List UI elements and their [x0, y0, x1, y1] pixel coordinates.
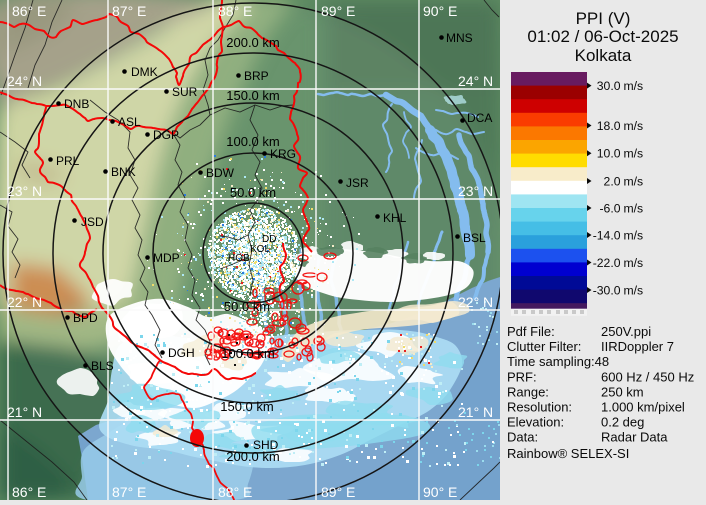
svg-text:600 Hz / 450 Hz: 600 Hz / 450 Hz [601, 369, 694, 384]
svg-text:HOB: HOB [228, 253, 250, 264]
svg-text:MDP: MDP [153, 251, 180, 265]
svg-text:50.0 km: 50.0 km [230, 185, 276, 200]
svg-text:30.0: 30.0 [597, 79, 621, 93]
svg-text:150.0 km: 150.0 km [226, 88, 279, 103]
svg-text:24° N: 24° N [458, 73, 493, 89]
svg-text:DNB: DNB [64, 97, 89, 111]
svg-text:Clutter Filter:: Clutter Filter: [507, 339, 581, 354]
svg-text:23° N: 23° N [458, 183, 493, 199]
svg-text:m/s: m/s [624, 174, 644, 188]
svg-text:KOL: KOL [250, 244, 270, 255]
svg-text:22° N: 22° N [458, 294, 493, 310]
svg-text:200.0 km: 200.0 km [226, 449, 279, 464]
svg-text:Rainbow® SELEX-SI: Rainbow® SELEX-SI [507, 446, 629, 461]
svg-text:DCA: DCA [467, 111, 492, 125]
svg-text:m/s: m/s [624, 201, 644, 215]
svg-text:m/s: m/s [624, 79, 644, 93]
svg-text:24° N: 24° N [7, 73, 42, 89]
svg-text:SHD: SHD [253, 438, 279, 452]
svg-text:88° E: 88° E [218, 484, 252, 500]
svg-text:89° E: 89° E [321, 484, 355, 500]
svg-text:m/s: m/s [624, 147, 644, 161]
svg-text:-6.0: -6.0 [599, 201, 620, 215]
svg-text:BNK: BNK [111, 165, 136, 179]
svg-text:21° N: 21° N [7, 404, 42, 420]
svg-text:IIRDoppler 7: IIRDoppler 7 [601, 339, 674, 354]
svg-text:23° N: 23° N [7, 183, 42, 199]
svg-text:01:02 / 06-Oct-2025: 01:02 / 06-Oct-2025 [527, 27, 678, 46]
svg-text:ASL: ASL [118, 115, 141, 129]
svg-text:PRL: PRL [56, 154, 80, 168]
svg-text:88° E: 88° E [218, 3, 252, 19]
svg-text:PRF:: PRF: [507, 369, 537, 384]
svg-text:2.0: 2.0 [604, 174, 621, 188]
svg-text:JSR: JSR [346, 176, 369, 190]
svg-text:Resolution:: Resolution: [507, 400, 572, 415]
svg-text:DGP: DGP [153, 128, 179, 142]
svg-text:100.0 km: 100.0 km [221, 346, 274, 361]
svg-text:m/s: m/s [624, 228, 644, 242]
svg-text:KHL: KHL [383, 211, 407, 225]
svg-text:-30.0: -30.0 [593, 283, 621, 297]
svg-text:m/s: m/s [624, 256, 644, 270]
svg-text:Data:: Data: [507, 430, 538, 445]
svg-text:86° E: 86° E [12, 3, 46, 19]
svg-text:-14.0: -14.0 [593, 228, 621, 242]
svg-text:DGH: DGH [168, 346, 195, 360]
svg-text:DD: DD [262, 234, 276, 245]
svg-text:150.0 km: 150.0 km [220, 399, 273, 414]
svg-text:250 km: 250 km [601, 384, 644, 399]
svg-text:89° E: 89° E [321, 3, 355, 19]
svg-text:BDW: BDW [206, 166, 235, 180]
svg-text:m/s: m/s [624, 283, 644, 297]
svg-text:BPD: BPD [73, 311, 98, 325]
svg-text:Elevation:: Elevation: [507, 415, 564, 430]
svg-text:87° E: 87° E [112, 3, 146, 19]
svg-text:86° E: 86° E [12, 484, 46, 500]
svg-text:22° N: 22° N [7, 294, 42, 310]
svg-text:DMK: DMK [131, 65, 158, 79]
svg-text:BRP: BRP [244, 69, 269, 83]
svg-text:SUR: SUR [172, 85, 198, 99]
svg-text:87° E: 87° E [112, 484, 146, 500]
svg-text:m/s: m/s [624, 119, 644, 133]
svg-text:250V.ppi: 250V.ppi [601, 324, 651, 339]
svg-text:1.000 km/pixel: 1.000 km/pixel [601, 400, 685, 415]
svg-text:JSD: JSD [81, 215, 104, 229]
svg-text:Kolkata: Kolkata [575, 46, 632, 65]
svg-text:PPI (V): PPI (V) [576, 9, 631, 28]
svg-text:18.0: 18.0 [597, 119, 621, 133]
svg-text:Range:: Range: [507, 384, 549, 399]
svg-text:100.0 km: 100.0 km [226, 134, 279, 149]
svg-text:90° E: 90° E [423, 484, 457, 500]
svg-text:200.0 km: 200.0 km [226, 35, 279, 50]
svg-text:Time sampling:48: Time sampling:48 [507, 354, 609, 369]
svg-text:10.0: 10.0 [597, 147, 621, 161]
svg-text:KRG: KRG [270, 147, 296, 161]
svg-text:BSL: BSL [463, 231, 486, 245]
svg-text:0.2 deg: 0.2 deg [601, 415, 644, 430]
svg-text:-22.0: -22.0 [593, 256, 621, 270]
svg-text:21° N: 21° N [458, 404, 493, 420]
svg-text:MNS: MNS [446, 31, 473, 45]
svg-text:BLS: BLS [91, 359, 114, 373]
svg-text:Radar Data: Radar Data [601, 430, 668, 445]
svg-text:Pdf File:: Pdf File: [507, 324, 555, 339]
svg-text:90° E: 90° E [423, 3, 457, 19]
svg-text:50.0 km: 50.0 km [224, 299, 270, 314]
